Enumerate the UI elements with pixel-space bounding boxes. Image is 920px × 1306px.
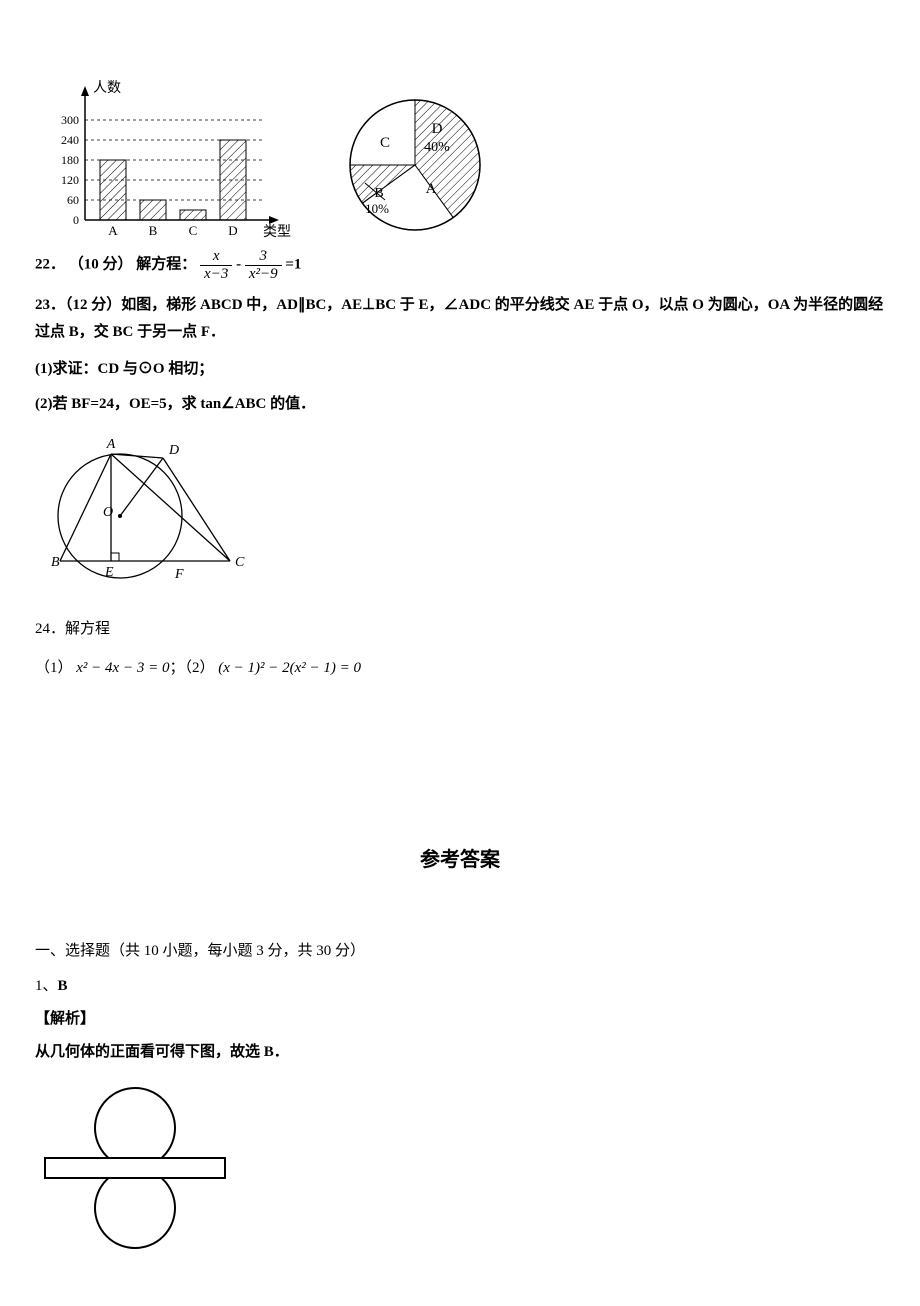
q22-frac2: 3 x²−9 [245,248,282,282]
q23-sub2: (2)若 BF=24，OE=5，求 tan∠ABC 的值． [35,391,885,418]
q24-eq2: (x − 1)² − 2(x² − 1) = 0 [218,660,361,676]
section-1-heading: 一、选择题（共 10 小题，每小题 3 分，共 30 分） [35,938,885,965]
svg-text:A: A [108,223,118,238]
svg-text:0: 0 [73,213,79,227]
analysis-label: 【解析】 [35,1006,885,1033]
q23-body: 如图，梯形 ABCD 中，AD∥BC，AE⊥BC 于 E，∠ADC 的平分线交 … [35,297,883,340]
svg-text:240: 240 [61,133,79,147]
answer-1-explain: 从几何体的正面看可得下图，故选 B． [35,1039,885,1066]
q22-points: （10 分） [69,256,133,272]
svg-text:D: D [228,223,237,238]
q24-sub1-label: （1） [35,660,73,676]
pie-slice-c [350,100,415,165]
svg-text:B: B [374,186,383,201]
svg-text:C: C [189,223,198,238]
q22-label: 解方程： [136,256,196,272]
svg-text:180: 180 [61,153,79,167]
svg-text:D: D [432,121,443,137]
q24-eq1: x² − 4x − 3 = 0 [76,660,169,676]
svg-text:O: O [103,505,113,520]
q22-eq: =1 [285,256,301,272]
svg-text:120: 120 [61,173,79,187]
svg-text:C: C [380,135,390,151]
svg-text:B: B [51,555,60,570]
bottom-circle-icon [95,1168,175,1248]
answers-title: 参考答案 [35,842,885,878]
bar-shape-icon [45,1158,225,1178]
svg-text:D: D [168,443,179,458]
q24-label: 解方程 [65,621,110,637]
svg-text:F: F [174,567,184,582]
svg-text:E: E [104,565,114,580]
q24-number: 24． [35,621,65,637]
bar-c [180,210,206,220]
q22-number: 22． [35,256,65,272]
answer-1: 1、B [35,973,885,1000]
svg-text:B: B [149,223,158,238]
svg-text:A: A [426,181,437,197]
svg-text:40%: 40% [424,140,450,155]
q24-sep: ； [169,660,184,676]
q23-points: （12 分） [65,297,121,313]
problem-24: 24．解方程 [35,616,885,643]
svg-text:C: C [235,555,245,570]
bar-a [100,160,126,220]
problem-23: 23．（12 分）如图，梯形 ABCD 中，AD∥BC，AE⊥BC 于 E，∠A… [35,292,885,346]
bar-d [220,140,246,220]
answer-1-value: B [58,978,68,994]
svg-text:A: A [106,437,116,452]
svg-text:10%: 10% [365,201,389,216]
q22-frac1: x x−3 [200,248,232,282]
q23-figure: A D B C E F O [35,426,885,606]
problem-22: 22． （10 分） 解方程： x x−3 - 3 x²−9 =1 [35,248,885,282]
svg-text:300: 300 [61,113,79,127]
q24-equations: （1） x² − 4x − 3 = 0；（2） (x − 1)² − 2(x² … [35,655,885,682]
bar-chart: 人数 0 60 120 180 240 300 A B C D 类型 [35,80,295,240]
q23-sub1: (1)求证：CD 与⊙O 相切； [35,356,885,383]
top-circle-icon [95,1088,175,1168]
svg-text:60: 60 [67,193,79,207]
answer-1-num: 1、 [35,978,58,994]
y-axis-label: 人数 [93,80,121,96]
q24-sub2-label: （2） [184,660,214,676]
x-axis-label: 类型 [263,224,291,240]
minus-op: - [236,256,245,272]
charts-row: 人数 0 60 120 180 240 300 A B C D 类型 [35,80,885,240]
front-view-figure [35,1086,885,1266]
q23-number: 23． [35,297,65,313]
pie-chart: D 40% A C B 10% [335,90,495,240]
bar-b [140,200,166,220]
